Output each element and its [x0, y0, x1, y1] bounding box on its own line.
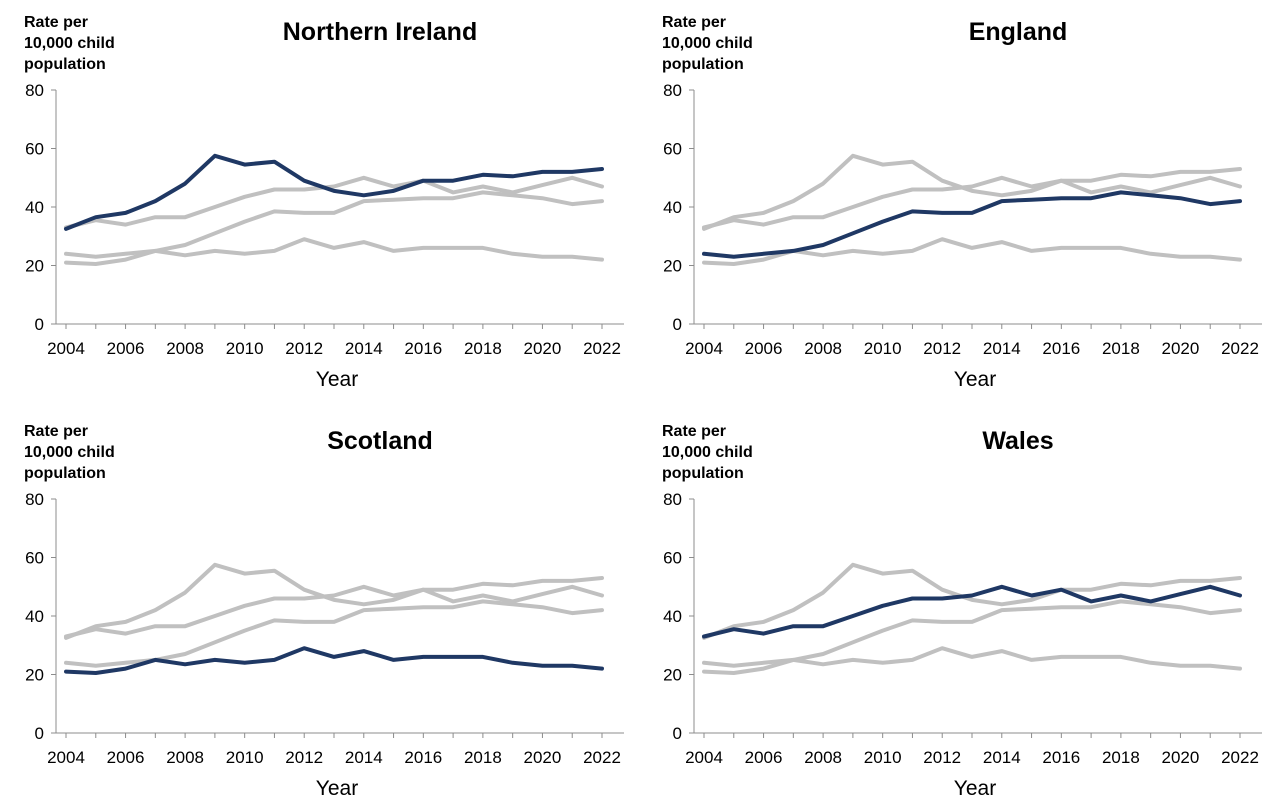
x-axis-label: Year: [954, 777, 996, 797]
x-tick-label: 2018: [1102, 748, 1140, 767]
x-tick-label: 2004: [47, 339, 85, 358]
y-tick-label: 40: [25, 198, 44, 217]
y-axis-label: 10,000 child: [662, 444, 753, 461]
series-line-scotland-highlighted: [64, 646, 604, 675]
x-tick-label: 2012: [923, 339, 961, 358]
x-tick-label: 2004: [685, 339, 723, 358]
x-tick-label: 2014: [983, 339, 1021, 358]
x-tick-label: 2016: [1042, 339, 1080, 358]
y-axis-label: Rate per: [24, 423, 88, 440]
y-tick-label: 60: [663, 549, 682, 568]
y-axis-label: 10,000 child: [24, 35, 115, 52]
x-axis-label: Year: [954, 368, 996, 391]
x-tick-label: 2012: [285, 748, 323, 767]
chart-title: Northern Ireland: [283, 18, 477, 46]
x-tick-label: 2008: [804, 748, 842, 767]
y-axis-label: population: [662, 56, 744, 73]
x-tick-label: 2022: [1221, 748, 1259, 767]
chart-title: England: [969, 18, 1068, 46]
chart-panel-wales: Wales Rate per 10,000 child population 0 20 40…: [662, 423, 1262, 797]
chart-title: Scotland: [327, 427, 433, 455]
y-tick-label: 20: [663, 257, 682, 276]
x-tick-label: 2006: [107, 339, 145, 358]
x-tick-label: 2022: [583, 339, 621, 358]
y-tick-label: 40: [663, 198, 682, 217]
series-line-wales-highlighted: [702, 584, 1242, 639]
chart-panel-northern-ireland: Northern Ireland Rate per 10,000 child popu…: [24, 14, 624, 391]
y-tick-label: 20: [25, 257, 44, 276]
x-axis-label: Year: [316, 368, 358, 391]
x-tick-label: 2012: [285, 339, 323, 358]
x-tick-label: 2010: [864, 748, 902, 767]
x-tick-label: 2022: [583, 748, 621, 767]
x-tick-label: 2010: [864, 339, 902, 358]
y-axis-label: population: [662, 465, 744, 482]
y-tick-label: 60: [663, 140, 682, 159]
y-axis-label: Rate per: [662, 423, 726, 440]
x-tick-label: 2016: [404, 748, 442, 767]
y-tick-label: 0: [673, 724, 682, 743]
x-tick-label: 2012: [923, 748, 961, 767]
series-line-wales: [702, 175, 1242, 230]
x-tick-label: 2018: [464, 748, 502, 767]
y-tick-label: 80: [25, 81, 44, 100]
y-tick-label: 20: [663, 666, 682, 685]
y-axis-label: population: [24, 465, 106, 482]
series-line-wales: [64, 175, 604, 230]
y-tick-label: 0: [673, 315, 682, 334]
x-tick-label: 2018: [464, 339, 502, 358]
y-tick-label: 0: [35, 315, 44, 334]
series-line-northern-ireland: [64, 562, 604, 640]
series-line-northern-ireland: [702, 153, 1242, 231]
y-tick-label: 80: [25, 490, 44, 509]
y-tick-label: 20: [25, 666, 44, 685]
series-line-scotland: [702, 646, 1242, 675]
x-axis-label: Year: [316, 777, 358, 797]
x-tick-label: 2010: [226, 339, 264, 358]
x-tick-label: 2020: [524, 748, 562, 767]
series-line-northern-ireland-highlighted: [64, 153, 604, 231]
x-tick-label: 2020: [1162, 748, 1200, 767]
y-tick-label: 40: [663, 607, 682, 626]
x-tick-label: 2008: [166, 339, 204, 358]
series-line-scotland: [64, 237, 604, 266]
x-tick-label: 2006: [107, 748, 145, 767]
y-axis-label: 10,000 child: [24, 444, 115, 461]
x-tick-label: 2010: [226, 748, 264, 767]
x-tick-label: 2008: [166, 748, 204, 767]
series-line-england-highlighted: [702, 190, 1242, 259]
x-tick-label: 2016: [1042, 748, 1080, 767]
y-axis-label: 10,000 child: [662, 35, 753, 52]
x-tick-label: 2022: [1221, 339, 1259, 358]
x-tick-label: 2018: [1102, 339, 1140, 358]
x-tick-label: 2006: [745, 339, 783, 358]
x-tick-label: 2006: [745, 748, 783, 767]
y-axis-label: Rate per: [662, 14, 726, 31]
x-tick-label: 2020: [524, 339, 562, 358]
y-tick-label: 0: [35, 724, 44, 743]
x-tick-label: 2020: [1162, 339, 1200, 358]
y-tick-label: 80: [663, 81, 682, 100]
x-tick-label: 2004: [47, 748, 85, 767]
series-line-northern-ireland: [702, 562, 1242, 640]
x-tick-label: 2004: [685, 748, 723, 767]
series-line-wales: [64, 584, 604, 639]
y-tick-label: 40: [25, 607, 44, 626]
y-axis-label: Rate per: [24, 14, 88, 31]
chart-title: Wales: [982, 427, 1053, 455]
y-tick-label: 80: [663, 490, 682, 509]
y-tick-label: 60: [25, 140, 44, 159]
x-tick-label: 2016: [404, 339, 442, 358]
y-axis-label: population: [24, 56, 106, 73]
x-tick-label: 2014: [983, 748, 1021, 767]
x-tick-label: 2008: [804, 339, 842, 358]
y-tick-label: 60: [25, 549, 44, 568]
x-tick-label: 2014: [345, 748, 383, 767]
x-tick-label: 2014: [345, 339, 383, 358]
